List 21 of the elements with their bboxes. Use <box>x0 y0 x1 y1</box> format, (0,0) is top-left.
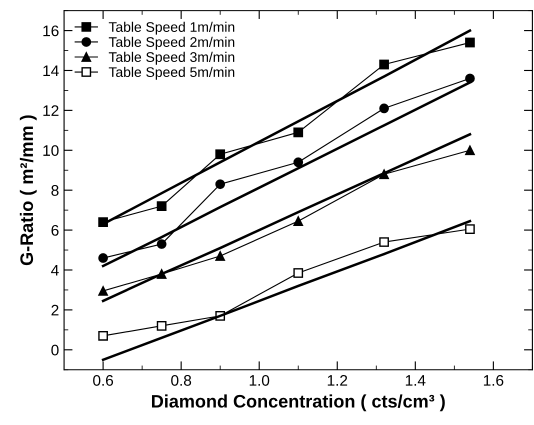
y-tick-label: 10 <box>43 145 59 156</box>
x-tick-label: 1.4 <box>406 375 426 386</box>
y-tick-label: 2 <box>51 304 58 316</box>
legend-label: Table Speed 5m/min <box>108 66 234 80</box>
y-tick-label: 0 <box>51 344 59 356</box>
legend-label: Table Speed 2m/min <box>108 36 234 50</box>
y-tick-label: 6 <box>52 224 59 236</box>
x-tick-label: 0.6 <box>93 375 114 386</box>
y-tick-label: 8 <box>51 185 59 196</box>
y-tick-label: 4 <box>51 265 59 276</box>
x-tick-label: 0.8 <box>171 375 192 386</box>
y-tick-label: 14 <box>43 66 59 76</box>
y-tick-label: 12 <box>43 105 58 116</box>
legend-label: Table Speed 1m/min <box>108 22 234 35</box>
x-tick-label: 1.0 <box>250 375 270 386</box>
x-axis-title: Diamond Concentration ( cts/cm³ ) <box>152 394 445 412</box>
y-axis-title: G-Ratio ( m²/mm ) <box>20 115 37 266</box>
legend-label: Table Speed 3m/min <box>108 52 234 65</box>
x-tick-label: 1.2 <box>328 375 348 386</box>
x-tick-label: 1.6 <box>484 375 504 386</box>
y-tick-label: 16 <box>43 25 59 36</box>
